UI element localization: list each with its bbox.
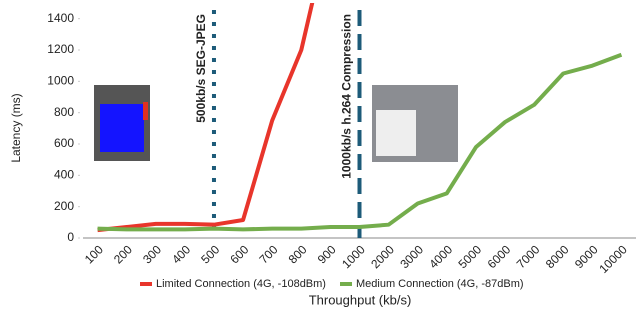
y-tick-label: 600 — [54, 136, 74, 150]
y-tick-label: 1400 — [47, 11, 74, 25]
x-tick-label: 5000 — [456, 242, 485, 271]
chart: Latency (ms) Throughput (kb/s) 0 200 400 60… — [0, 0, 643, 311]
segmentation-person — [143, 102, 148, 120]
x-tick-label: 900 — [315, 242, 339, 266]
y-tick-label: 1000 — [47, 74, 74, 88]
x-axis-title: Throughput (kb/s) — [309, 292, 412, 307]
x-tick-label: 8000 — [543, 242, 572, 271]
x-tick-label: 7000 — [514, 242, 543, 271]
x-tick-label: 100 — [82, 242, 106, 266]
legend-label: Limited Connection (4G, -108dBm) — [156, 278, 326, 290]
x-tick-label: 6000 — [485, 242, 514, 271]
x-tick-label: 700 — [256, 242, 280, 266]
y-axis-title: Latency (ms) — [9, 93, 23, 162]
legend-swatch — [140, 282, 152, 286]
x-tick-label: 200 — [111, 242, 135, 266]
legend-label: Medium Connection (4G, -87dBm) — [356, 278, 524, 290]
camera-car — [376, 110, 416, 156]
x-tick-label: 10000 — [596, 242, 630, 276]
y-tick-label: 400 — [54, 168, 74, 182]
x-tick-label: 2000 — [368, 242, 397, 271]
x-tick-label: 800 — [286, 242, 310, 266]
x-tick-label: 4000 — [426, 242, 455, 271]
segmentation-car — [100, 104, 144, 152]
annotation-label: 500kb/s SEG-JPEG — [194, 14, 208, 123]
x-tick-label: 400 — [169, 242, 193, 266]
annotation-label: 1000kb/s h.264 Compression — [340, 14, 354, 179]
x-tick-label: 3000 — [397, 242, 426, 271]
x-tick-label: 300 — [140, 242, 164, 266]
y-tick-label: 200 — [54, 199, 74, 213]
x-tick-label: 600 — [227, 242, 251, 266]
x-tick-label: 500 — [198, 242, 222, 266]
legend-swatch — [340, 282, 352, 286]
x-tick-label: 1000 — [339, 242, 368, 271]
y-tick-label: 1200 — [47, 42, 74, 56]
y-tick-label: 0 — [67, 230, 74, 244]
y-tick-label: 800 — [54, 105, 74, 119]
